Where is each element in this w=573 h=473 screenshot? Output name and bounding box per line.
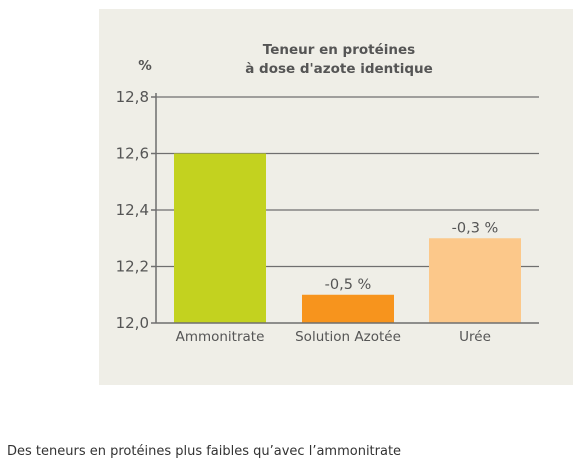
bar-0 (174, 153, 266, 323)
y-tick-label-2: 12,4 (116, 201, 149, 219)
bar-1 (302, 294, 394, 323)
figure-caption: Des teneurs en protéines plus faibles qu… (7, 444, 402, 459)
data-label-1: -0,5 % (325, 277, 372, 293)
data-label-2: -0,3 % (452, 220, 499, 236)
bars (174, 153, 521, 323)
y-tick-labels: 12,0 12,2 12,4 12,6 12,8 (116, 88, 149, 332)
y-tick-label-3: 12,6 (116, 145, 149, 163)
bar-2 (429, 238, 521, 323)
category-label-0: Ammonitrate (176, 329, 265, 345)
category-label-2: Urée (459, 329, 491, 345)
category-label-1: Solution Azotée (295, 329, 401, 345)
category-labels: Ammonitrate Solution Azotée Urée (176, 329, 491, 345)
chart-panel: Teneur en protéines à dose d'azote ident… (99, 9, 573, 385)
protein-bar-chart: Teneur en protéines à dose d'azote ident… (116, 42, 539, 345)
y-tick-label-1: 12,2 (116, 258, 149, 276)
y-unit-label: % (138, 58, 152, 74)
data-labels: -0,5 % -0,3 % (325, 220, 499, 293)
y-tick-label-0: 12,0 (116, 314, 149, 332)
y-tick-label-4: 12,8 (116, 88, 149, 106)
chart-title-line-1: Teneur en protéines (263, 42, 415, 58)
chart-title-line-2: à dose d'azote identique (245, 61, 433, 77)
axes (151, 93, 539, 324)
